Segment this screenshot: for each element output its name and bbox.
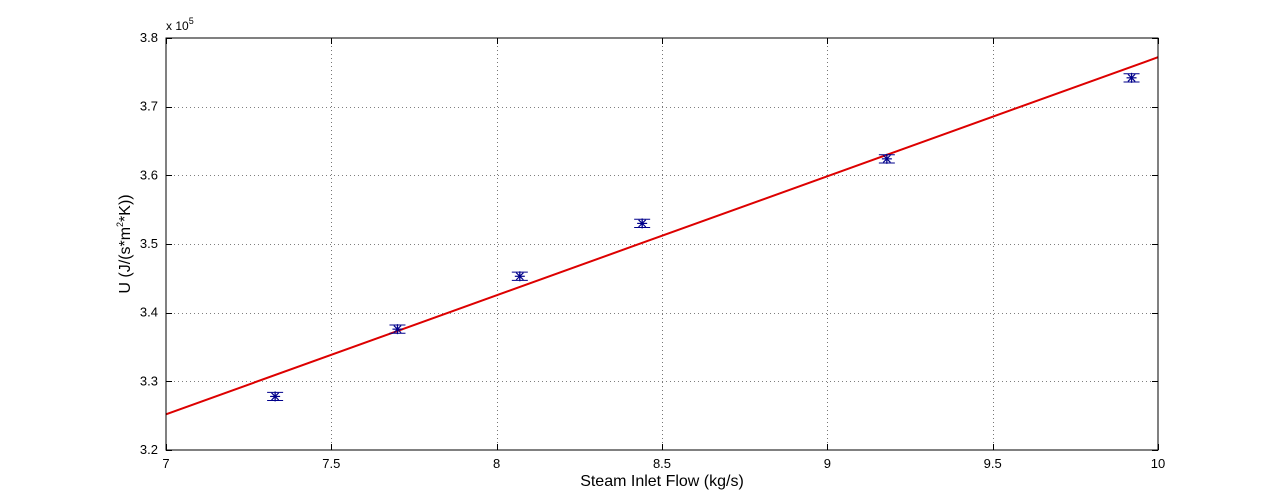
- y-axis-label: U (J/(s*m2*K)): [115, 194, 134, 293]
- y-multiplier: x 105: [166, 16, 194, 33]
- marker-stroke: [271, 392, 280, 401]
- x-tick-label: 7.5: [322, 456, 340, 471]
- y-tick-label: 3.5: [140, 236, 158, 251]
- data-point: [389, 324, 406, 335]
- marker-stroke: [638, 219, 647, 228]
- x-tick-labels: 7 7.5 8 8.5 9 9.5 10: [162, 456, 1165, 471]
- x-tick-label: 7: [162, 456, 169, 471]
- y-tick-label: 3.3: [140, 373, 158, 388]
- axis-ticks: [166, 38, 1159, 451]
- y-tick-label: 3.2: [140, 442, 158, 457]
- y-tick-label: 3.4: [140, 305, 158, 320]
- x-tick-label: 9: [824, 456, 831, 471]
- fit-line: [165, 56, 1159, 416]
- marker-stroke: [1127, 73, 1136, 82]
- marker-stroke: [515, 272, 524, 281]
- grid: [166, 38, 1158, 450]
- y-tick-label: 3.8: [140, 30, 158, 45]
- data-points: [267, 72, 1140, 402]
- data-point: [634, 218, 651, 229]
- marker-stroke: [393, 325, 402, 334]
- fit-line-group: [165, 56, 1159, 416]
- data-point: [878, 153, 895, 164]
- y-tick-label: 3.6: [140, 167, 158, 182]
- marker-stroke: [882, 154, 891, 163]
- data-point: [511, 271, 528, 282]
- y-tick-labels: 3.2 3.3 3.4 3.5 3.6 3.7 3.8: [140, 30, 158, 457]
- y-tick-label: 3.7: [140, 99, 158, 114]
- x-tick-label: 10: [1151, 456, 1165, 471]
- data-point: [1123, 72, 1140, 83]
- x-tick-label: 8.5: [653, 456, 671, 471]
- x-axis-label: Steam Inlet Flow (kg/s): [580, 473, 744, 490]
- x-tick-label: 8: [493, 456, 500, 471]
- data-point: [267, 391, 284, 402]
- plot-area: [166, 38, 1158, 450]
- x-tick-label: 9.5: [984, 456, 1002, 471]
